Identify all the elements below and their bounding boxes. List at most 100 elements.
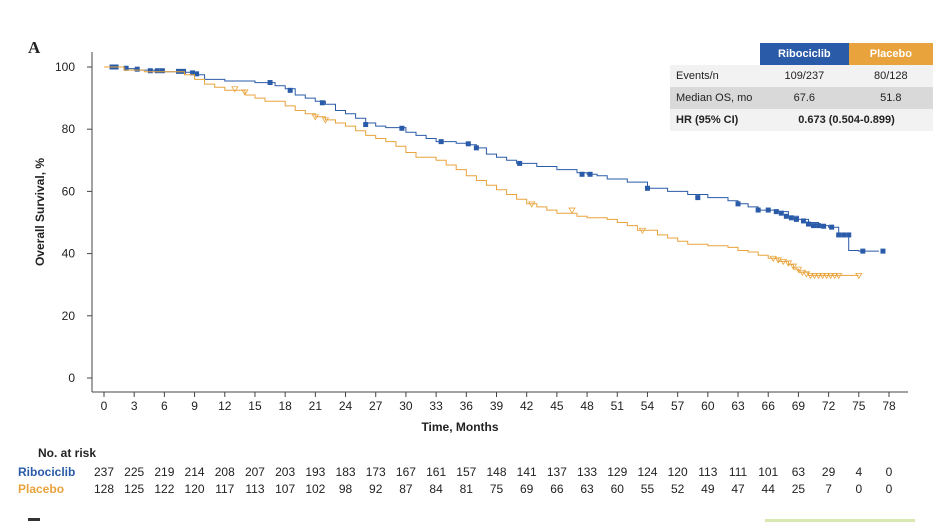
risk-count-ribociclib: 214: [184, 465, 205, 479]
stats-row-events-label: Events/n: [670, 65, 761, 87]
stats-header-blank: [670, 43, 760, 65]
censor-mark-ribociclib: [805, 221, 811, 227]
stats-row-median-label: Median OS, mo: [670, 87, 761, 109]
censor-mark-ribociclib: [473, 145, 479, 151]
censor-mark-ribociclib: [836, 232, 842, 238]
risk-count-placebo: 92: [369, 482, 383, 496]
censor-mark-placebo: [774, 257, 783, 264]
series-line-placebo: [104, 66, 859, 276]
risk-count-placebo: 44: [761, 482, 775, 496]
censor-mark-placebo: [814, 272, 823, 280]
risk-label-ribociclib: Ribociclib: [18, 465, 76, 479]
x-tick-label: 75: [852, 399, 866, 413]
x-tick-label: 48: [580, 399, 594, 413]
censor-mark-ribociclib: [399, 125, 405, 131]
risk-count-ribociclib: 207: [244, 465, 265, 479]
risk-count-placebo: 75: [489, 482, 504, 496]
x-tick-label: 33: [429, 399, 443, 413]
x-tick-label: 51: [611, 399, 625, 413]
risk-count-ribociclib: 148: [486, 465, 507, 479]
censor-mark-placebo: [810, 272, 819, 280]
censor-mark-ribociclib: [267, 80, 273, 86]
risk-table-title: No. at risk: [38, 446, 97, 460]
censor-mark-ribociclib: [319, 100, 325, 106]
risk-count-ribociclib: 141: [516, 465, 537, 479]
x-tick-label: 39: [490, 399, 504, 413]
censor-mark-ribociclib: [821, 223, 827, 229]
risk-label-placebo: Placebo: [18, 482, 65, 496]
censor-mark-placebo: [826, 272, 835, 280]
x-tick-label: 27: [369, 399, 383, 413]
risk-count-placebo: 98: [338, 482, 353, 496]
risk-count-ribociclib: 219: [154, 465, 175, 479]
risk-count-ribociclib: 113: [698, 465, 718, 479]
censor-mark-ribociclib: [880, 248, 886, 254]
x-tick-label: 0: [101, 399, 108, 413]
divider-accent: [765, 519, 915, 522]
risk-count-placebo: 120: [184, 482, 205, 496]
risk-count-ribociclib: 137: [546, 465, 567, 479]
risk-count-placebo: 122: [154, 482, 175, 496]
censor-mark-placebo: [231, 86, 239, 93]
censor-mark-ribociclib: [783, 213, 789, 219]
divider: [28, 518, 40, 521]
risk-count-ribociclib: 120: [667, 465, 688, 479]
risk-count-ribociclib: 203: [275, 465, 296, 479]
y-axis-label: Overall Survival, %: [33, 157, 47, 267]
censor-mark-ribociclib: [829, 224, 835, 230]
risk-count-placebo: 0: [855, 482, 863, 496]
censor-mark-placebo: [528, 201, 536, 208]
censor-mark-ribociclib: [579, 171, 585, 177]
x-tick-label: 66: [762, 399, 776, 413]
censor-mark-ribociclib: [811, 223, 817, 229]
censor-mark-placebo: [822, 272, 831, 280]
censor-mark-ribociclib: [517, 160, 523, 166]
risk-count-placebo: 52: [670, 482, 685, 496]
x-tick-label: 30: [399, 399, 413, 413]
risk-count-ribociclib: 29: [821, 465, 836, 479]
risk-count-placebo: 107: [275, 482, 296, 496]
stats-events-placebo: 80/128: [848, 65, 933, 87]
risk-count-placebo: 117: [215, 482, 235, 496]
x-tick-label: 15: [248, 399, 262, 413]
censor-mark-placebo: [311, 114, 320, 121]
x-tick-label: 3: [131, 399, 138, 413]
risk-count-ribociclib: 208: [214, 465, 235, 479]
censor-mark-ribociclib: [363, 122, 369, 128]
risk-count-ribociclib: 225: [124, 465, 145, 479]
risk-count-ribociclib: 133: [577, 465, 598, 479]
risk-count-placebo: 81: [459, 482, 473, 496]
x-tick-label: 24: [339, 399, 353, 413]
censor-mark-placebo: [568, 207, 576, 214]
censor-mark-ribociclib: [788, 215, 794, 221]
censor-mark-placebo: [830, 272, 839, 280]
risk-count-ribociclib: 4: [855, 465, 863, 479]
censor-mark-ribociclib: [841, 232, 847, 238]
x-tick-label: 21: [309, 399, 323, 413]
censor-mark-ribociclib: [587, 171, 593, 177]
risk-count-ribociclib: 167: [395, 465, 416, 479]
risk-count-placebo: 55: [640, 482, 655, 496]
risk-count-placebo: 125: [124, 482, 145, 496]
stats-table: Ribociclib Placebo Events/n 109/237 80/1…: [670, 43, 933, 131]
risk-count-placebo: 0: [885, 482, 893, 496]
risk-count-placebo: 25: [791, 482, 806, 496]
risk-count-ribociclib: 111: [728, 465, 748, 479]
x-tick-label: 78: [882, 399, 896, 413]
censor-mark-ribociclib: [438, 139, 444, 145]
risk-count-ribociclib: 63: [791, 465, 806, 479]
risk-count-placebo: 87: [399, 482, 413, 496]
censor-mark-ribociclib: [800, 218, 806, 224]
x-tick-label: 36: [460, 399, 474, 413]
y-tick-label: 100: [55, 60, 75, 74]
censor-mark-ribociclib: [194, 71, 200, 77]
stats-events-ribociclib: 109/237: [760, 65, 849, 87]
censor-mark-ribociclib: [154, 68, 160, 74]
censor-mark-placebo: [241, 89, 249, 96]
censor-mark-ribociclib: [860, 248, 866, 254]
risk-count-ribociclib: 161: [426, 465, 447, 479]
censor-mark-ribociclib: [773, 209, 779, 215]
stats-median-ribociclib: 67.6: [760, 87, 849, 109]
stats-header-ribociclib: Ribociclib: [760, 43, 849, 65]
